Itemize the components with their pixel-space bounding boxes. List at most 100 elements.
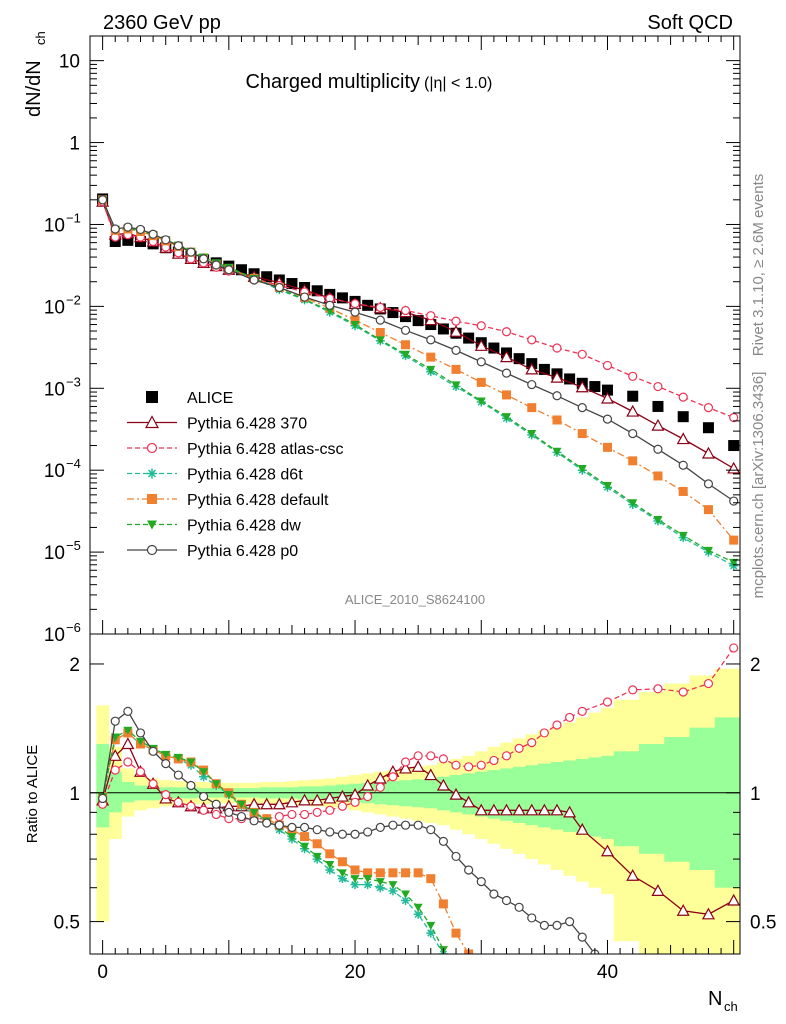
legend-marker xyxy=(146,544,158,556)
legend-entry: Pythia 6.428 370 xyxy=(127,415,307,433)
ratio-point xyxy=(413,903,423,912)
ratio-point xyxy=(312,839,322,849)
data-point xyxy=(552,391,562,401)
uncertainty-band-green xyxy=(474,771,488,817)
y-tick-exp: −3 xyxy=(66,374,81,389)
ratio-point xyxy=(727,893,740,906)
y-axis-label: dN/dN ch xyxy=(23,31,48,117)
data-point xyxy=(161,235,171,245)
ratio-point xyxy=(325,860,335,869)
ratio-point xyxy=(512,803,526,816)
legend: ALICE Pythia 6.428 370 Pythia 6.428 atlas-… xyxy=(127,390,344,560)
data-point xyxy=(678,531,688,540)
ratio-point xyxy=(274,820,284,830)
ratio-point xyxy=(375,822,385,833)
data-point xyxy=(703,479,714,489)
ratio-y-tick-label: 2 xyxy=(69,655,80,676)
ratio-point xyxy=(678,687,688,697)
ratio-point xyxy=(375,868,385,878)
data-point xyxy=(375,327,385,337)
data-point xyxy=(400,325,411,335)
y-tick-base: 10 xyxy=(44,379,65,400)
uncertainty-band-green xyxy=(689,727,716,871)
uncertainty-band-green xyxy=(121,781,135,803)
y-tick-base: 1 xyxy=(69,134,80,155)
ratio-point xyxy=(298,793,312,806)
ratio-point xyxy=(464,762,474,772)
ratio-point xyxy=(399,761,413,774)
ratio-point xyxy=(525,803,539,816)
ratio-point xyxy=(400,757,411,767)
data-point xyxy=(350,299,360,309)
ratio-point xyxy=(262,818,272,828)
y-tick-base: 10 xyxy=(59,52,80,73)
ratio-point xyxy=(413,909,423,919)
ratio-point xyxy=(121,737,135,750)
uncertainty-band-green xyxy=(487,770,501,819)
ratio-point xyxy=(363,827,373,837)
data-point xyxy=(173,241,183,251)
legend-label: ALICE xyxy=(187,390,233,407)
ratio-point xyxy=(287,822,297,833)
ratio-point xyxy=(249,808,259,817)
data-point xyxy=(375,336,385,345)
ratio-point xyxy=(626,868,640,881)
uncertainty-band-green xyxy=(146,786,160,801)
data-point xyxy=(476,321,486,331)
ratio-point xyxy=(350,875,360,884)
ratio-point xyxy=(411,760,425,772)
ratio-point xyxy=(363,880,373,890)
legend-marker xyxy=(147,468,157,479)
legend-label: Pythia 6.428 d6t xyxy=(187,467,303,484)
data-point xyxy=(350,321,360,330)
ratio-series-pythia-6-428-d6t xyxy=(98,728,448,954)
ratio-point xyxy=(602,697,613,707)
x-tick-label: 40 xyxy=(597,962,618,983)
data-point xyxy=(451,316,461,326)
ratio-point xyxy=(499,803,514,816)
ratio-point xyxy=(312,825,322,835)
legend-marker xyxy=(146,391,158,403)
ratio-point xyxy=(110,716,120,726)
data-point xyxy=(325,307,335,316)
ratio-point xyxy=(565,916,575,927)
uncertainty-band-green xyxy=(424,778,438,809)
ratio-point xyxy=(651,884,665,896)
data-point xyxy=(501,327,512,337)
data-point xyxy=(552,343,562,353)
data-point xyxy=(387,307,399,319)
uncertainty-band-green xyxy=(538,763,551,828)
data-point xyxy=(564,373,576,385)
ratio-point xyxy=(199,772,209,782)
ratio-point xyxy=(325,827,335,837)
chart-title: Charged multiplicity xyxy=(245,71,420,93)
ratio-point xyxy=(110,765,120,775)
data-point xyxy=(651,418,665,431)
y-tick-base: 10 xyxy=(44,543,65,564)
ratio-point xyxy=(375,883,385,893)
ratio-point xyxy=(299,822,310,833)
legend-entry: Pythia 6.428 d6t xyxy=(127,467,303,484)
data-point xyxy=(501,368,512,378)
data-point xyxy=(552,447,562,456)
y-tick-exp: −2 xyxy=(66,292,81,307)
data-point xyxy=(311,285,323,297)
data-point xyxy=(627,390,639,402)
main-series-layer xyxy=(96,193,741,571)
ratio-point xyxy=(325,805,335,815)
ratio-point xyxy=(400,820,411,830)
data-point xyxy=(122,234,134,246)
ratio-line xyxy=(101,729,444,950)
ratio-point xyxy=(186,758,196,767)
ratio-point xyxy=(426,825,436,835)
legend-label: Pythia 6.428 default xyxy=(187,492,329,509)
ratio-point xyxy=(211,809,221,820)
ratio-point xyxy=(451,760,461,770)
chart-title-sub: (|η| < 1.0) xyxy=(424,75,492,92)
uncertainty-band-green xyxy=(639,744,665,854)
uncertainty-band-green xyxy=(108,771,122,813)
data-point xyxy=(653,381,663,392)
mcplots-label: mcplots.cern.ch [arXiv:1306.3436] xyxy=(750,372,767,599)
y-tick-base: 10 xyxy=(44,625,65,646)
ratio-point xyxy=(236,800,246,809)
